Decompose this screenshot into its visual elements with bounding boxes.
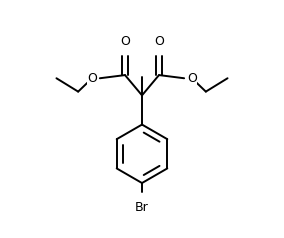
Text: Br: Br xyxy=(135,201,149,214)
Text: O: O xyxy=(187,72,197,85)
Text: O: O xyxy=(120,35,130,48)
Text: O: O xyxy=(87,72,97,85)
Text: O: O xyxy=(154,35,164,48)
